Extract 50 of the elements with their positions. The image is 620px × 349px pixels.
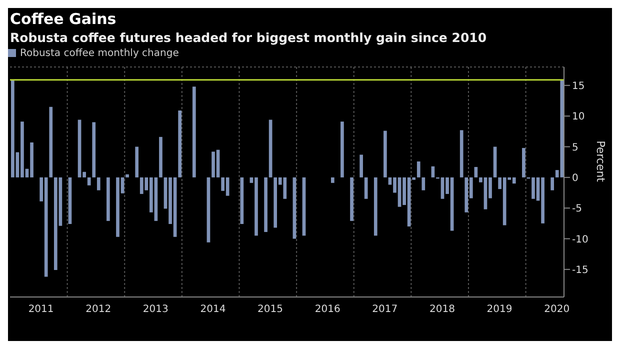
bar [330, 177, 334, 183]
x-tick-label: 2012 [86, 304, 112, 316]
bar [268, 120, 272, 178]
x-tick-label: 2017 [372, 304, 398, 316]
bar [360, 154, 363, 178]
y-tick-label: 10 [572, 112, 585, 123]
chart-subtitle: Robusta coffee futures headed for biggest monthly gain since 2010 [9, 29, 488, 45]
x-tick-label: 2015 [258, 304, 284, 316]
bar [350, 177, 354, 221]
bar [135, 146, 139, 178]
x-tick-label: 2020 [544, 304, 570, 316]
bar [474, 166, 478, 178]
bar [384, 130, 387, 178]
x-tick-label: 2016 [314, 304, 340, 316]
bar [178, 110, 182, 178]
y-tick-label: -15 [572, 264, 588, 276]
bar [522, 148, 526, 178]
bar [92, 122, 96, 178]
x-tick-label: 2019 [486, 304, 512, 316]
legend-label: Robusta coffee monthly change [20, 48, 179, 58]
bar [192, 86, 196, 178]
bar [68, 177, 72, 224]
y-tick-label: -10 [572, 234, 588, 246]
bar [96, 177, 100, 190]
bar [159, 136, 162, 178]
bar [374, 177, 378, 236]
bar [416, 161, 420, 178]
bar [493, 146, 497, 178]
x-tick-label: 2013 [142, 304, 168, 316]
x-tick-label: 2011 [28, 304, 54, 316]
bar [460, 130, 464, 178]
y-tick-label: -5 [572, 204, 582, 215]
bar [49, 106, 53, 178]
bar [87, 177, 91, 186]
bar [550, 177, 554, 190]
y-axis-title: Percent [594, 140, 608, 183]
x-tick-label: 2014 [200, 304, 226, 316]
bar [422, 177, 426, 190]
chart-title: Coffee Gains [9, 9, 118, 28]
bar [364, 177, 368, 199]
bar [206, 177, 210, 242]
y-tick-label: 0 [572, 172, 578, 184]
bar [264, 177, 268, 232]
bar [126, 174, 129, 178]
bar [240, 177, 244, 224]
bar [106, 177, 110, 221]
x-tick-label: 2018 [429, 304, 455, 316]
bar [340, 122, 344, 178]
y-tick-label: 15 [572, 80, 585, 92]
y-tick-label: 5 [572, 142, 578, 154]
